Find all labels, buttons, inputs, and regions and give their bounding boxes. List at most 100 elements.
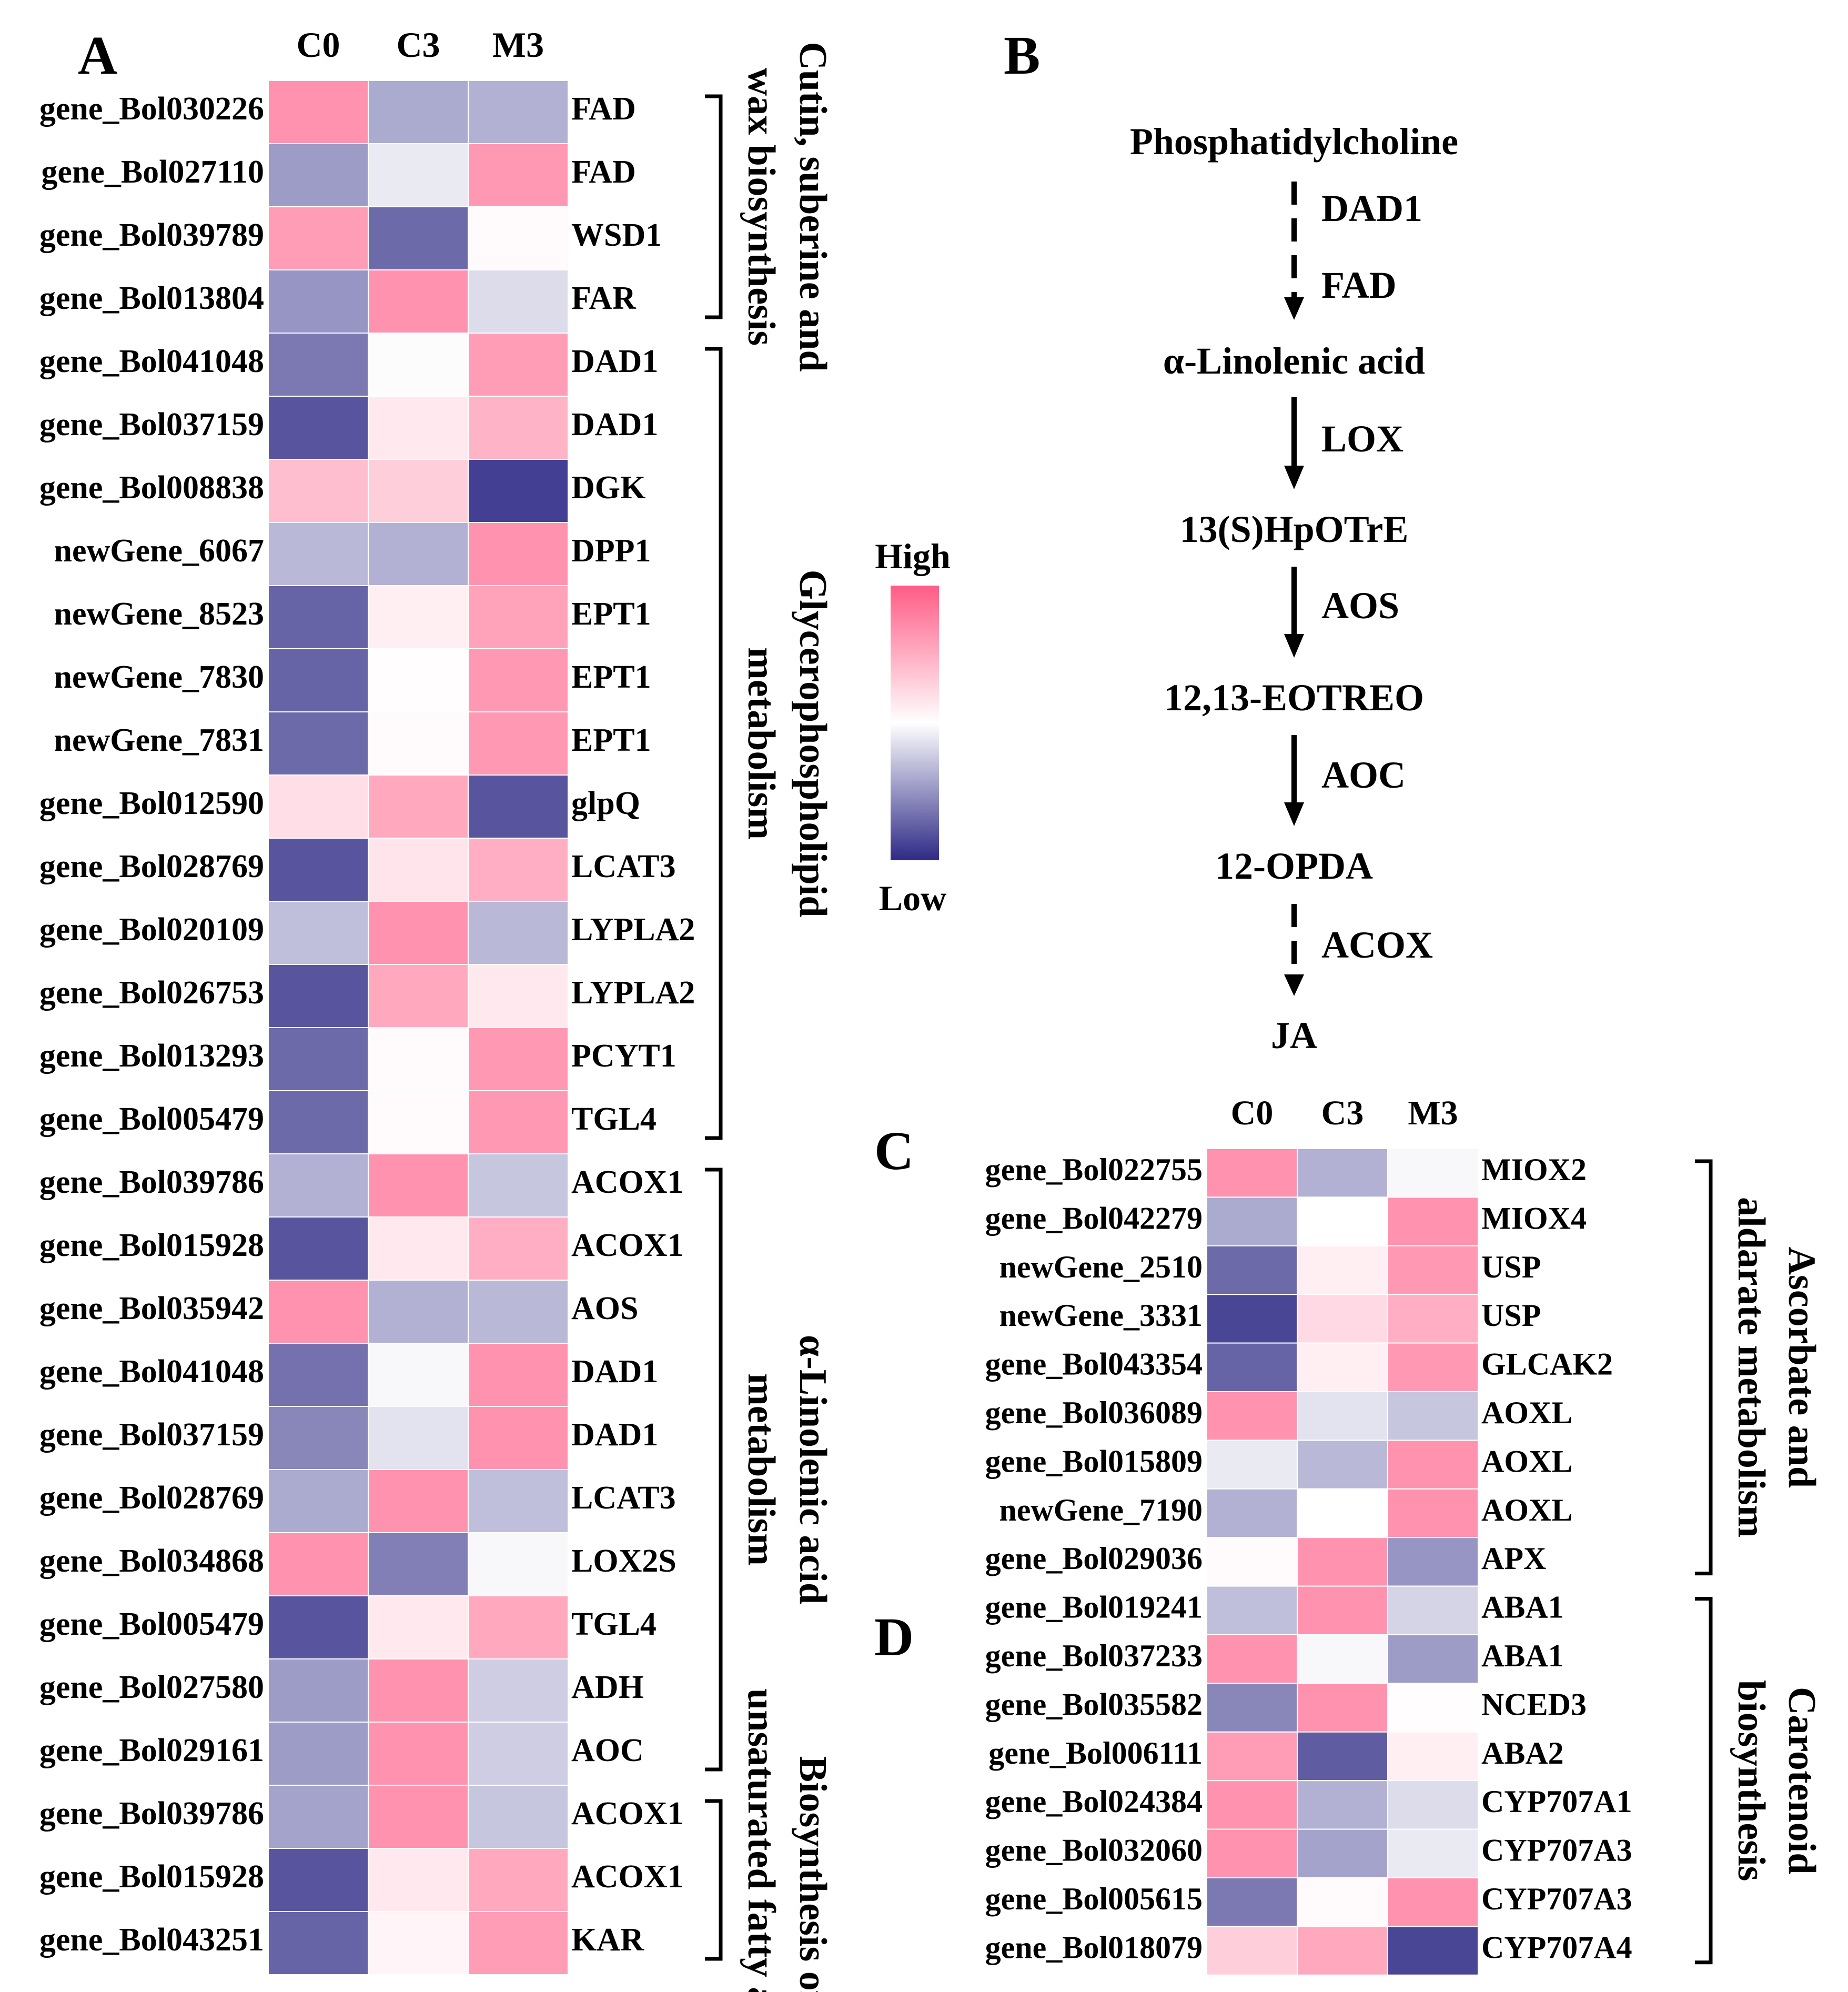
gene-symbol-label: AOC — [571, 1733, 644, 1768]
heatmap-cell — [268, 1216, 369, 1281]
gene-symbol-label: CYP707A1 — [1481, 1784, 1632, 1819]
gene-symbol-label: DPP1 — [571, 533, 651, 569]
gene-symbol-label: GLCAK2 — [1481, 1347, 1613, 1382]
gene-id-label: gene_Bol028769 — [39, 849, 264, 884]
color-scale-legend: High Low — [875, 536, 951, 918]
heatmap-cell — [1387, 1148, 1479, 1198]
column-header: M3 — [1408, 1094, 1458, 1132]
gene-id-label: gene_Bol018079 — [985, 1930, 1203, 1965]
gene-symbol-label: LYPLA2 — [571, 975, 695, 1011]
heatmap-cell — [1297, 1391, 1388, 1441]
heatmap-cell — [1387, 1828, 1479, 1879]
heatmap-cell — [1387, 1196, 1479, 1246]
heatmap-cell — [268, 396, 369, 460]
gene-symbol-label: DAD1 — [571, 407, 658, 442]
panel-b-letter: B — [1004, 25, 1040, 86]
heatmap-cell — [468, 1658, 569, 1723]
gene-symbol-label: LCAT3 — [571, 1480, 676, 1516]
gene-id-label: gene_Bol015809 — [985, 1444, 1203, 1478]
gene-id-label: gene_Bol035942 — [39, 1291, 264, 1326]
heatmap-cell — [1206, 1877, 1298, 1927]
heatmap-cell — [268, 774, 369, 839]
gene-id-label: gene_Bol013804 — [39, 280, 264, 316]
heatmap-cell — [1206, 1488, 1298, 1538]
heatmap-cell — [268, 1153, 369, 1218]
gene-id-label: gene_Bol005615 — [985, 1882, 1203, 1916]
gene-symbol-label: DAD1 — [571, 1417, 658, 1453]
gene-id-label: gene_Bol039789 — [39, 217, 264, 253]
heatmap-cell — [268, 1090, 369, 1154]
arrowhead — [1284, 974, 1304, 996]
heatmap-cell — [368, 143, 469, 207]
gene-id-label: gene_Bol042279 — [985, 1201, 1203, 1235]
heatmap-cell — [468, 1785, 569, 1849]
panel-d-letter: D — [874, 1607, 914, 1667]
gene-symbol-label: USP — [1481, 1250, 1541, 1284]
heatmap-cell — [468, 774, 569, 839]
heatmap-cell — [368, 1848, 469, 1912]
heatmap-cell — [368, 711, 469, 776]
enzyme-label: FAD — [1321, 264, 1397, 306]
heatmap-cell — [1297, 1342, 1388, 1393]
heatmap-cell — [1387, 1488, 1479, 1538]
gene-symbol-label: TGL4 — [571, 1606, 657, 1642]
heatmap-cell — [1297, 1780, 1388, 1830]
heatmap-cell — [468, 585, 569, 649]
gene-id-label: newGene_6067 — [54, 533, 264, 569]
gene-symbol-label: ACOX1 — [571, 1228, 684, 1263]
arrowhead — [1284, 297, 1304, 320]
heatmap-cell — [368, 1027, 469, 1091]
gene-symbol-label: KAR — [571, 1922, 644, 1958]
gene-symbol-label: DAD1 — [571, 1354, 658, 1390]
gene-id-label: gene_Bol006111 — [988, 1736, 1203, 1770]
heatmap-cell — [1206, 1828, 1298, 1879]
gene-id-label: gene_Bol029161 — [39, 1733, 264, 1768]
gene-symbol-label: AOXL — [1481, 1493, 1572, 1527]
heatmap-cell — [268, 1343, 369, 1407]
enzyme-label: AOS — [1321, 585, 1399, 627]
heatmap-cell — [468, 1532, 569, 1596]
heatmap-cell — [1206, 1780, 1298, 1830]
heatmap-cell — [268, 901, 369, 965]
column-header: C3 — [396, 25, 440, 65]
heatmap-cell — [1297, 1148, 1388, 1198]
gene-symbol-label: LYPLA2 — [571, 912, 695, 948]
heatmap-cell — [268, 80, 369, 144]
heatmap-cell — [368, 1216, 469, 1281]
gene-symbol-label: APX — [1481, 1541, 1546, 1576]
heatmap-cell — [268, 1406, 369, 1470]
panel-a-letter: A — [78, 25, 117, 86]
pathway-group-label: biosynthesis — [1730, 1680, 1773, 1881]
gene-id-label: gene_Bol027580 — [39, 1669, 264, 1705]
gene-symbol-label: MIOX2 — [1481, 1152, 1587, 1187]
heatmap-cell — [468, 711, 569, 776]
heatmap-cell — [1206, 1245, 1298, 1295]
heatmap-cell — [1206, 1683, 1298, 1733]
heatmap-cell — [368, 1343, 469, 1407]
heatmap-cell — [368, 585, 469, 649]
gene-symbol-label: CYP707A4 — [1481, 1930, 1632, 1965]
legend-high-label: High — [875, 536, 951, 576]
arrowhead — [1284, 634, 1304, 658]
heatmap-cell — [368, 1722, 469, 1786]
heatmap-cell — [1387, 1245, 1479, 1295]
heatmap-cell — [1387, 1585, 1479, 1636]
pathway-group-label: Ascorbate and — [1780, 1247, 1823, 1488]
heatmap-cell — [368, 396, 469, 460]
heatmap-cell — [1297, 1440, 1388, 1490]
heatmap-cell — [468, 80, 569, 144]
heatmap-cell — [268, 206, 369, 270]
gene-symbol-label: EPT1 — [571, 722, 651, 758]
enzyme-label: AOC — [1321, 754, 1406, 796]
pathway-node: JA — [1271, 1014, 1317, 1057]
heatmap-cell — [368, 1280, 469, 1344]
heatmap-cell — [468, 1090, 569, 1154]
heatmap-cell — [468, 1911, 569, 1975]
heatmap-cell — [268, 143, 369, 207]
gene-id-label: gene_Bol030226 — [39, 91, 264, 127]
heatmap-cell — [368, 1785, 469, 1849]
heatmap-cell — [268, 269, 369, 334]
gene-symbol-label: ABA1 — [1481, 1590, 1564, 1625]
group-bracket — [705, 1168, 723, 1772]
gene-symbol-label: FAR — [571, 280, 637, 316]
